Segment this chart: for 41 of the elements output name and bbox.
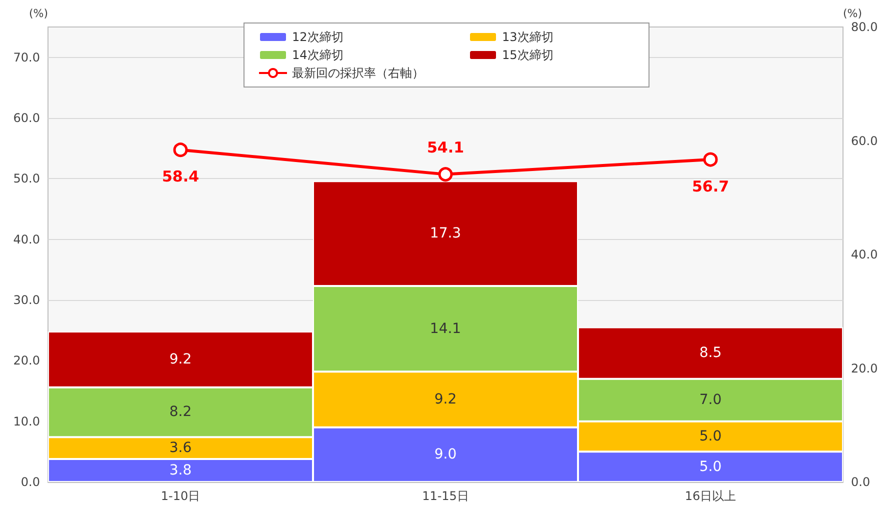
y2-tick-label: 40.0 <box>851 248 878 262</box>
y2-tick-label: 20.0 <box>851 361 878 376</box>
data-label: 8.2 <box>169 404 192 420</box>
data-label: 14.1 <box>430 320 462 337</box>
legend-label: 13次締切 <box>502 30 554 44</box>
y2-tick-label: 60.0 <box>851 134 878 148</box>
x-tick-label: 1-10日 <box>160 489 200 503</box>
data-label: 5.0 <box>699 458 722 475</box>
y-axis-title: (%) <box>28 7 48 20</box>
legend-label: 12次締切 <box>292 30 344 44</box>
y2-tick-label: 0.0 <box>851 475 870 489</box>
y2-tick-label: 80.0 <box>851 20 878 34</box>
legend-label: 15次締切 <box>502 48 554 62</box>
data-label: 9.2 <box>169 351 192 368</box>
y-tick-label: 30.0 <box>13 293 40 307</box>
point <box>438 167 453 182</box>
legend-label: 最新回の採択率（右軸） <box>292 66 424 80</box>
data-label: 58.4 <box>162 168 200 186</box>
data-label: 7.0 <box>699 392 722 408</box>
data-label: 8.5 <box>699 345 722 362</box>
legend-label: 14次締切 <box>292 48 344 62</box>
x-tick-label: 16日以上 <box>684 489 736 503</box>
data-label: 56.7 <box>692 177 730 196</box>
y-tick-label: 50.0 <box>13 172 40 186</box>
y-tick-label: 20.0 <box>13 354 40 368</box>
data-label: 54.1 <box>426 138 464 157</box>
y-tick-label: 40.0 <box>13 232 40 246</box>
point <box>703 152 718 167</box>
x-tick-label: 11-15日 <box>422 489 469 503</box>
y-tick-label: 70.0 <box>13 50 40 64</box>
point <box>173 142 188 158</box>
y-tick-label: 10.0 <box>13 414 40 428</box>
data-label: 17.3 <box>430 226 462 242</box>
y-tick-label: 60.0 <box>13 111 40 125</box>
data-label: 5.0 <box>699 428 722 444</box>
data-label: 3.6 <box>169 440 192 456</box>
data-label: 9.0 <box>434 446 457 463</box>
data-label: 9.2 <box>434 391 457 408</box>
y2-axis-title: (%) <box>843 7 862 20</box>
data-label: 3.8 <box>169 462 192 478</box>
y-tick-label: 0.0 <box>20 475 40 489</box>
